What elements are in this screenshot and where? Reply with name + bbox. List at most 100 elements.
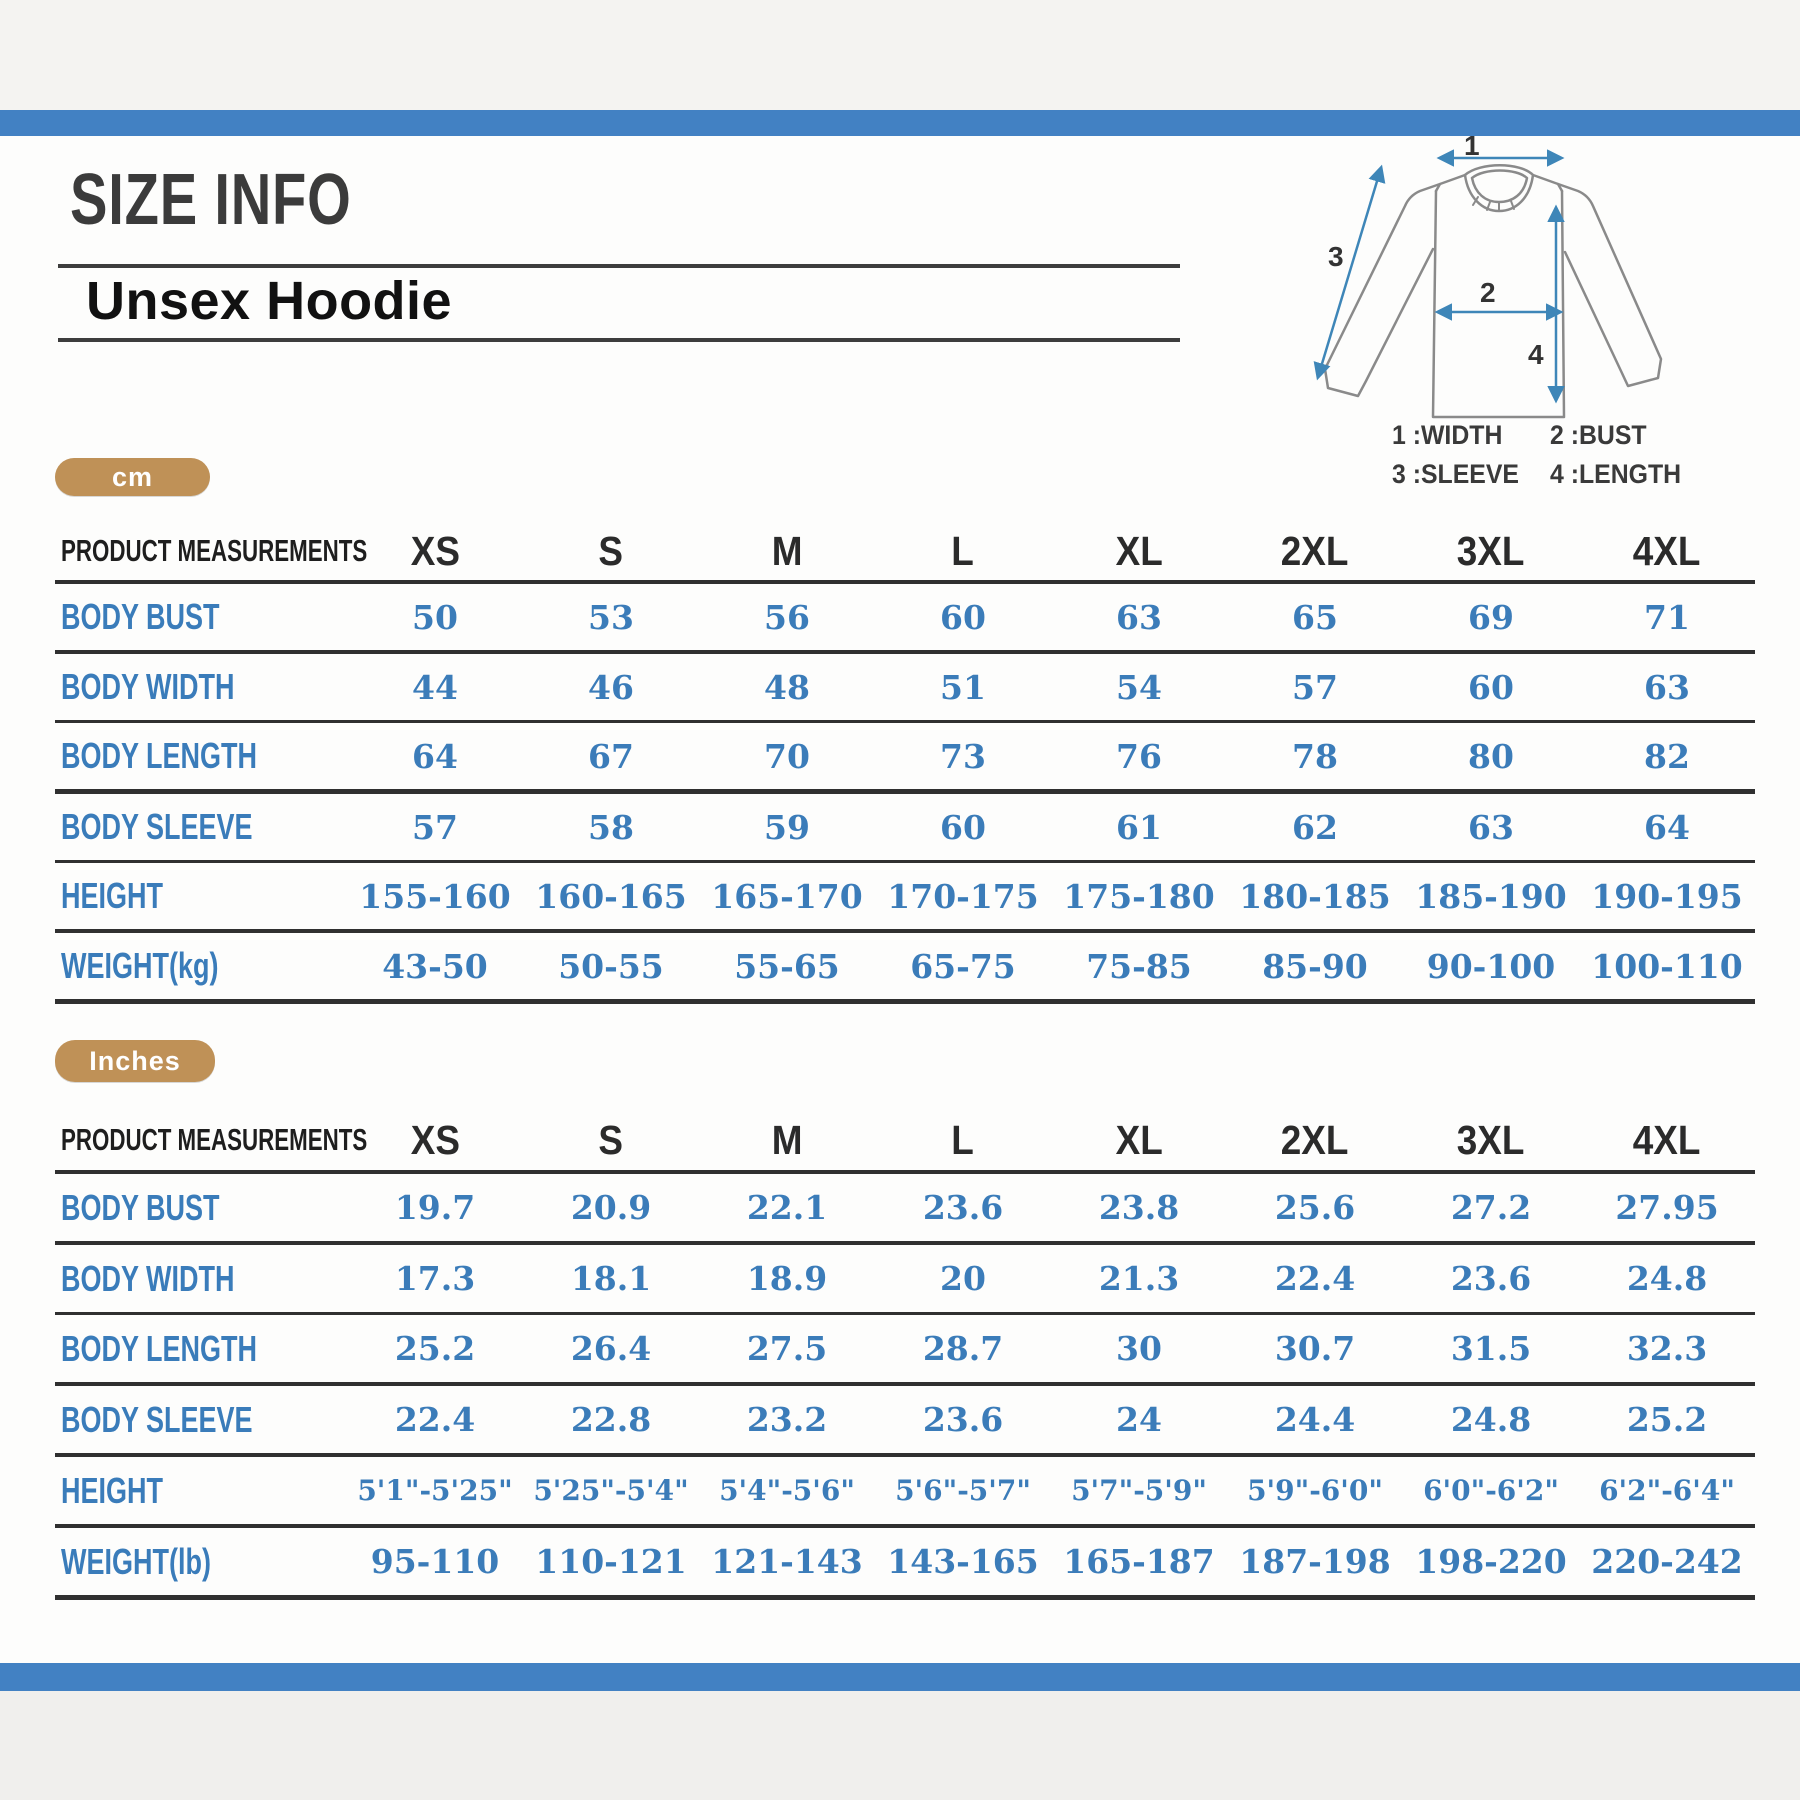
size-value: 75-85 xyxy=(1086,946,1192,986)
size-value: 50-55 xyxy=(558,946,664,986)
size-value: 23.6 xyxy=(922,1188,1004,1227)
size-value: 5'1"-5'25" xyxy=(357,1474,513,1507)
column-header-measurements: PRODUCT MEASUREMENTS xyxy=(61,533,368,568)
table-row: BODY BUST 19.7 20.9 22.1 23.6 23.8 25.6 … xyxy=(55,1172,1755,1245)
size-value: 155-160 xyxy=(359,876,511,916)
column-header-size: 2XL xyxy=(1281,1116,1349,1163)
row-label: HEIGHT xyxy=(61,875,164,916)
size-value: 5'9"-6'0" xyxy=(1247,1474,1383,1507)
size-value: 63 xyxy=(1644,667,1690,707)
size-value: 60 xyxy=(940,807,986,847)
legend-length: 4 :LENGTH xyxy=(1550,459,1682,489)
size-value: 78 xyxy=(1292,736,1338,776)
size-value: 95-110 xyxy=(370,1542,500,1581)
size-value: 82 xyxy=(1644,736,1690,776)
table-row: WEIGHT(lb) 95-110 110-121 121-143 143-16… xyxy=(55,1526,1755,1600)
size-value: 180-185 xyxy=(1239,876,1391,916)
column-header-size: L xyxy=(951,1116,975,1163)
hoodie-torso-outline xyxy=(1431,189,1566,419)
unit-badge-inches: Inches xyxy=(55,1040,215,1082)
size-value: 22.8 xyxy=(570,1400,652,1439)
page-title: SIZE INFO xyxy=(70,160,352,240)
size-value: 25.2 xyxy=(394,1329,476,1368)
size-value: 24.8 xyxy=(1626,1259,1708,1298)
column-header-size: M xyxy=(771,1116,803,1163)
size-value: 67 xyxy=(588,736,634,776)
size-value: 17.3 xyxy=(394,1259,476,1298)
size-value: 30.7 xyxy=(1274,1329,1356,1368)
size-value: 160-165 xyxy=(535,876,687,916)
size-value: 185-190 xyxy=(1415,876,1567,916)
size-value: 69 xyxy=(1468,597,1514,637)
size-value: 60 xyxy=(940,597,986,637)
size-value: 165-170 xyxy=(711,876,863,916)
column-header-size: XL xyxy=(1115,527,1163,574)
table-row: HEIGHT 5'1"-5'25" 5'25"-5'4" 5'4"-5'6" 5… xyxy=(55,1455,1755,1528)
size-value: 54 xyxy=(1116,667,1162,707)
sleeve-arrow xyxy=(1313,164,1386,381)
size-value: 5'7"-5'9" xyxy=(1071,1474,1207,1507)
row-label: HEIGHT xyxy=(61,1469,164,1511)
size-value: 32.3 xyxy=(1626,1329,1708,1368)
size-value: 65-75 xyxy=(910,946,1016,986)
size-value: 22.4 xyxy=(394,1400,476,1439)
column-header-size: L xyxy=(951,527,975,574)
column-header-size: 4XL xyxy=(1633,1116,1701,1163)
size-value: 100-110 xyxy=(1591,946,1743,986)
size-value: 85-90 xyxy=(1262,946,1368,986)
size-value: 25.6 xyxy=(1274,1188,1356,1227)
row-label: BODY BUST xyxy=(61,596,220,637)
size-value: 24.8 xyxy=(1450,1400,1532,1439)
size-table-inches: PRODUCT MEASUREMENTS XS S M L XL 2XL 3XL… xyxy=(55,1110,1755,1600)
bottom-blue-bar xyxy=(0,1663,1800,1691)
size-value: 27.95 xyxy=(1615,1188,1719,1227)
size-value: 57 xyxy=(1292,667,1338,707)
size-value: 57 xyxy=(412,807,458,847)
size-value: 51 xyxy=(940,667,986,707)
column-header-size: XL xyxy=(1115,1116,1163,1163)
arrow-number-3: 3 xyxy=(1328,241,1344,272)
size-value: 6'0"-6'2" xyxy=(1423,1474,1559,1507)
legend-bust: 2 :BUST xyxy=(1550,420,1647,450)
column-header-measurements: PRODUCT MEASUREMENTS xyxy=(61,1122,368,1157)
size-value: 50 xyxy=(412,597,458,637)
size-value: 5'25"-5'4" xyxy=(533,1474,689,1507)
row-label: BODY BUST xyxy=(61,1186,220,1228)
size-value: 23.8 xyxy=(1098,1188,1180,1227)
table-row: BODY SLEEVE 57 58 59 60 61 62 63 64 xyxy=(55,791,1755,863)
size-value: 24.4 xyxy=(1274,1400,1356,1439)
size-value: 62 xyxy=(1292,807,1338,847)
hoodie-left-sleeve xyxy=(1323,182,1442,398)
size-value: 30 xyxy=(1116,1329,1162,1368)
column-header-size: 4XL xyxy=(1633,527,1701,574)
size-value: 27.2 xyxy=(1450,1188,1532,1227)
size-value: 23.6 xyxy=(922,1400,1004,1439)
hoodie-right-sleeve xyxy=(1556,182,1663,388)
bottom-strip xyxy=(0,1691,1800,1800)
size-value: 56 xyxy=(764,597,810,637)
column-header-size: S xyxy=(598,1116,624,1163)
size-value: 63 xyxy=(1468,807,1514,847)
size-value: 43-50 xyxy=(382,946,488,986)
row-label: WEIGHT(kg) xyxy=(61,945,219,986)
size-value: 21.3 xyxy=(1098,1259,1180,1298)
size-value: 165-187 xyxy=(1063,1542,1215,1581)
size-value: 19.7 xyxy=(394,1188,476,1227)
size-value: 53 xyxy=(588,597,634,637)
legend-width: 1 :WIDTH xyxy=(1392,420,1503,450)
table-row: BODY LENGTH 64 67 70 73 76 78 80 82 xyxy=(55,721,1755,794)
legend-sleeve: 3 :SLEEVE xyxy=(1392,459,1520,489)
size-table-cm: PRODUCT MEASUREMENTS XS S M L XL 2XL 3XL… xyxy=(55,522,1755,1004)
size-value: 65 xyxy=(1292,597,1338,637)
divider-line xyxy=(58,264,1180,268)
size-value: 18.9 xyxy=(746,1259,828,1298)
size-value: 23.6 xyxy=(1450,1259,1532,1298)
row-label: BODY WIDTH xyxy=(61,666,235,707)
size-value: 121-143 xyxy=(711,1542,863,1581)
size-value: 76 xyxy=(1116,736,1162,776)
size-value: 64 xyxy=(412,736,458,776)
top-blue-bar xyxy=(0,110,1800,136)
size-value: 170-175 xyxy=(887,876,1039,916)
size-value: 22.1 xyxy=(746,1188,828,1227)
size-value: 48 xyxy=(764,667,810,707)
